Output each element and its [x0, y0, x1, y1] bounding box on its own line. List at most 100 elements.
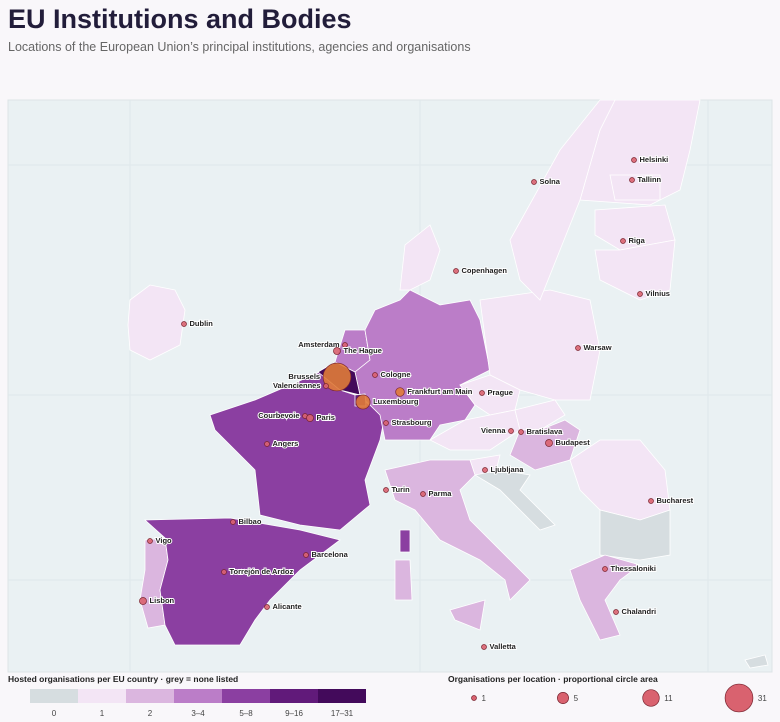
location-marker — [147, 538, 153, 544]
subtitle: Locations of the European Union’s princi… — [8, 40, 471, 54]
location-label: Turin — [392, 485, 411, 494]
locations: Helsinki Solna Tallinn Riga Copenhagen Vilniu… — [139, 154, 695, 652]
location-label: Alicante — [273, 602, 302, 611]
location-marker — [453, 268, 459, 274]
country — [399, 529, 411, 553]
location-label: Brussels — [288, 372, 320, 381]
location-label: Bilbao — [239, 517, 262, 526]
size-label: 5 — [574, 694, 579, 703]
country — [143, 517, 341, 646]
country — [594, 239, 676, 301]
country — [609, 174, 661, 201]
location-label: Budapest — [556, 438, 591, 447]
location-marker — [383, 487, 389, 493]
location-marker — [531, 179, 537, 185]
location-marker — [620, 238, 626, 244]
location-marker — [482, 467, 488, 473]
location-label: Cologne — [381, 370, 411, 379]
country — [509, 419, 581, 471]
color-label: 9–16 — [285, 709, 303, 718]
country — [509, 99, 616, 301]
location-label: Luxembourg — [373, 397, 419, 406]
location-label: The Hague — [344, 346, 382, 355]
location-marker — [518, 429, 524, 435]
size-swatch — [471, 695, 477, 701]
location-marker — [264, 604, 270, 610]
location-label: Copenhagen — [462, 266, 508, 275]
size-label: 31 — [758, 694, 767, 703]
location-marker — [479, 390, 485, 396]
location-marker — [372, 372, 378, 378]
location-marker — [629, 177, 635, 183]
color-swatch — [222, 689, 270, 703]
location-marker — [323, 383, 329, 389]
color-label: 3–4 — [191, 709, 205, 718]
location-label: Vilnius — [646, 289, 670, 298]
location-label: Prague — [488, 388, 513, 397]
size-swatch — [557, 692, 569, 704]
location-marker — [230, 519, 236, 525]
location-marker — [383, 420, 389, 426]
location-marker — [420, 491, 426, 497]
location-marker — [395, 387, 405, 397]
location-marker — [342, 342, 348, 348]
location-marker — [631, 157, 637, 163]
color-legend-title: Hosted organisations per EU country · gr… — [8, 674, 238, 684]
location-marker — [637, 291, 643, 297]
location-marker — [333, 347, 341, 355]
location-label: Angers — [273, 439, 299, 448]
location-label: Helsinki — [640, 155, 669, 164]
country — [514, 399, 566, 431]
country — [399, 224, 441, 291]
location-marker — [306, 414, 314, 422]
country — [394, 559, 413, 601]
location-marker — [221, 569, 227, 575]
size-label: 11 — [664, 694, 673, 703]
location-label: Courbevoie — [258, 411, 299, 420]
location-label: Solna — [540, 177, 561, 186]
country — [473, 469, 556, 531]
color-swatch — [30, 689, 78, 703]
location-label: Tallinn — [638, 175, 662, 184]
location-marker — [322, 362, 352, 392]
location-marker — [613, 609, 619, 615]
legend: 0 1 2 3–4 5–8 9–16 17–31 1 5 11 31 — [30, 683, 767, 718]
size-swatch — [724, 683, 754, 713]
location-marker — [575, 345, 581, 351]
color-label: 2 — [148, 709, 153, 718]
color-swatch — [270, 689, 318, 703]
location-label: Barcelona — [312, 550, 349, 559]
location-label: Ljubljana — [491, 465, 525, 474]
color-label: 5–8 — [239, 709, 253, 718]
color-swatch — [174, 689, 222, 703]
location-label: Valenciennes — [273, 381, 321, 390]
location-marker — [648, 498, 654, 504]
location-label: Chalandri — [622, 607, 657, 616]
country — [569, 554, 641, 641]
location-label: Riga — [629, 236, 646, 245]
country — [599, 509, 671, 561]
location-label: Parma — [429, 489, 453, 498]
color-label: 1 — [100, 709, 105, 718]
location-label: Thessaloniki — [611, 564, 656, 573]
location-label: Amsterdam — [298, 340, 340, 349]
location-marker — [355, 394, 371, 410]
country — [209, 371, 386, 531]
location-label: Vigo — [156, 536, 173, 545]
location-marker — [602, 566, 608, 572]
country — [744, 654, 769, 669]
color-label: 17–31 — [331, 709, 354, 718]
location-label: Torrejón de Ardoz — [230, 567, 294, 576]
country — [449, 599, 486, 631]
location-label: Warsaw — [584, 343, 612, 352]
location-label: Frankfurt am Main — [407, 387, 472, 396]
location-marker — [545, 439, 553, 447]
location-marker — [303, 552, 309, 558]
size-legend-title: Organisations per location · proportiona… — [448, 674, 658, 684]
color-swatch — [78, 689, 126, 703]
color-label: 0 — [52, 709, 57, 718]
location-label: Bucharest — [657, 496, 694, 505]
location-label: Vienna — [481, 426, 506, 435]
